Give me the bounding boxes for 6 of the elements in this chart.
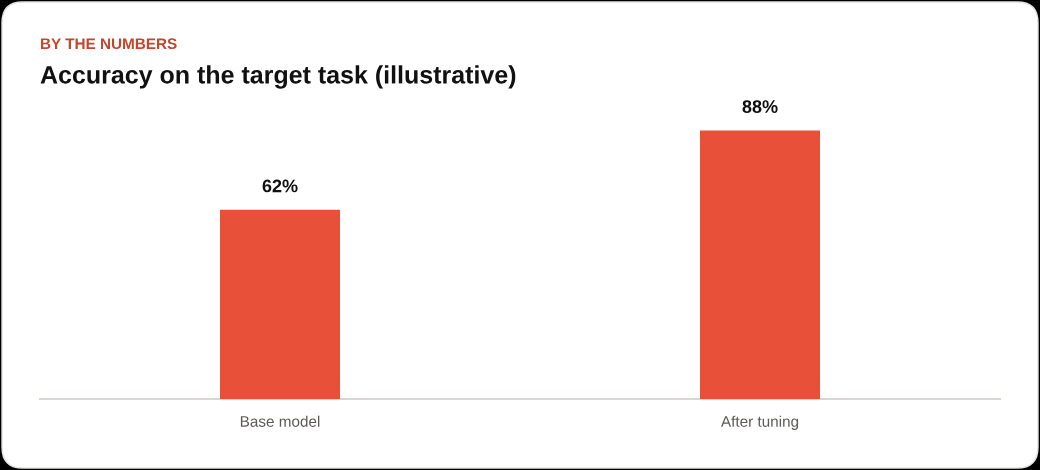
data-label: 62% [262,179,298,193]
chart-title: Accuracy on the target task (illustrative) [40,65,516,89]
x-tick-label: After tuning [720,415,799,430]
x-tick-label: Base model [240,415,320,427]
data-label: 88% [742,100,778,113]
chart-subtitle: BY THE NUMBERS [41,38,177,50]
